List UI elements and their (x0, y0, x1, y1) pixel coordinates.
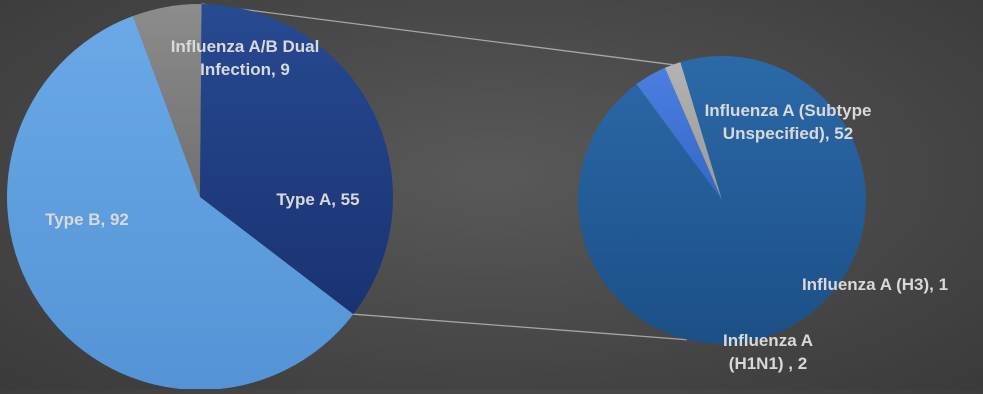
secondary-pie-slice-influenza-a-subtype-unspecified (577, 56, 866, 344)
label-line: Influenza A/B Dual (170, 37, 320, 56)
label-type-b: Type B, 92 (45, 208, 129, 231)
main-pie-slice-type-a (200, 4, 393, 315)
label-type-a: Type A, 55 (276, 188, 359, 211)
label-influenza-a-h1n1: Influenza A (H1N1) , 2 (723, 329, 813, 375)
connector-line-top (201, 3, 673, 66)
label-line: Influenza A (722, 331, 814, 350)
label-line: Influenza A (H3), 1 (801, 275, 949, 294)
main-pie-slice-influenza-a-b-dual-infection (133, 3, 202, 197)
label-line: Influenza A (Subtype (704, 101, 872, 120)
label-influenza-a-subtype-unspecified: Influenza A (Subtype Unspecified), 52 (705, 99, 872, 145)
label-line: Type A, 55 (276, 190, 360, 209)
label-line: Unspecified), 52 (722, 124, 854, 143)
main-pie-slice-type-b (6, 15, 354, 391)
connector-line-bottom (353, 313, 688, 341)
secondary-pie-slice-influenza-a-h3 (664, 62, 722, 200)
label-influenza-ab-dual-infection: Influenza A/B Dual Infection, 9 (171, 35, 320, 81)
label-line: Infection, 9 (200, 60, 290, 79)
secondary-pie-slice-influenza-a-h1n1 (636, 67, 722, 201)
label-line: (H1N1) , 2 (728, 354, 808, 373)
label-line: Type B, 92 (45, 210, 129, 229)
label-influenza-a-h3: Influenza A (H3), 1 (802, 273, 948, 296)
